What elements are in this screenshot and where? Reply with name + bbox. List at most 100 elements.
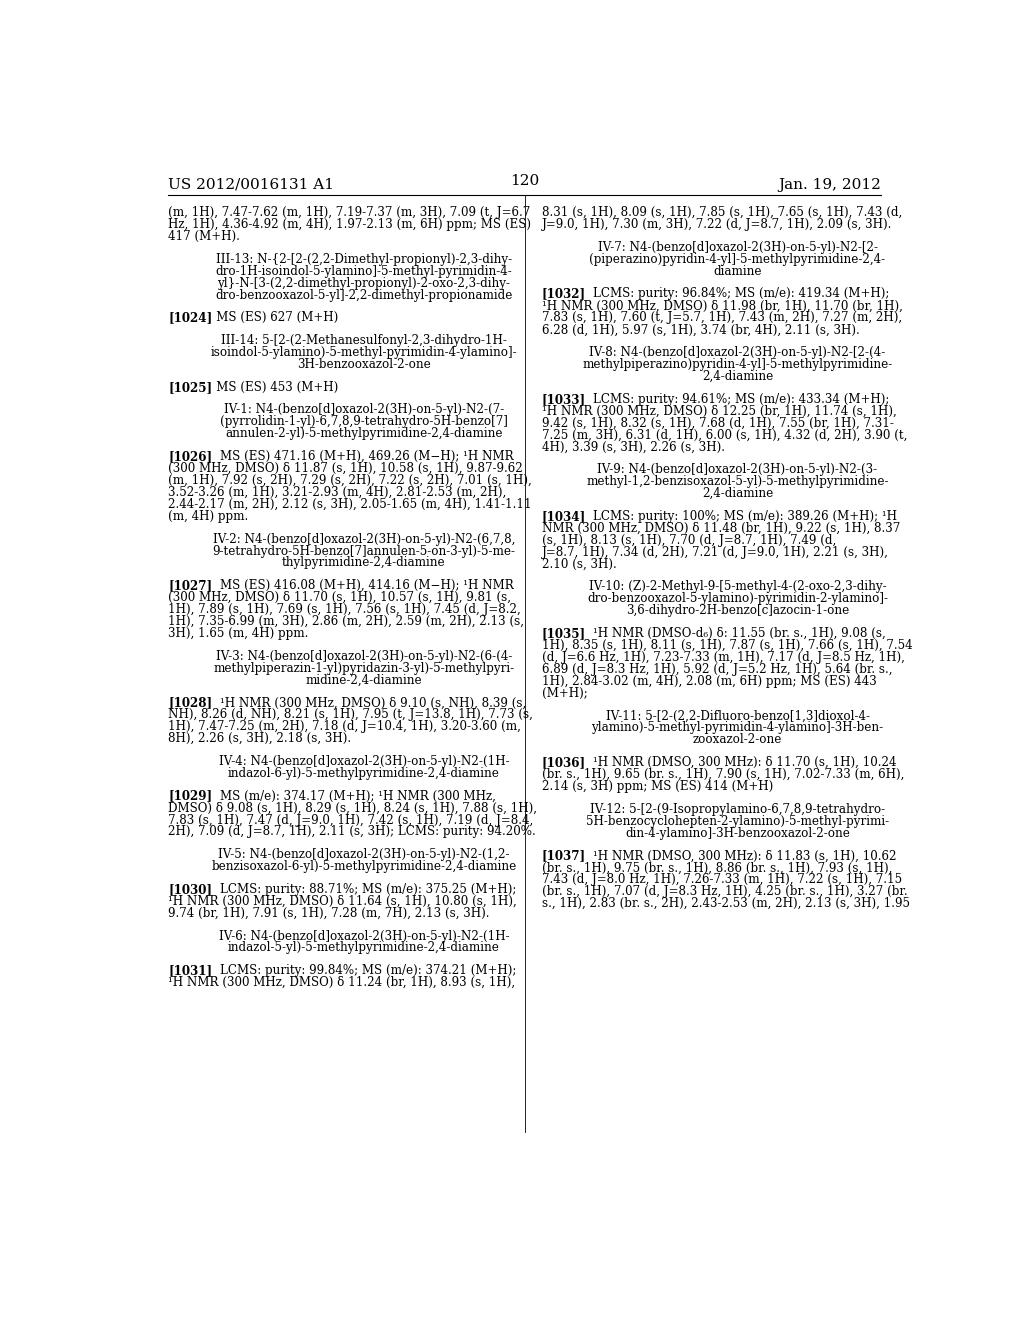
Text: 2.14 (s, 3H) ppm; MS (ES) 414 (M+H): 2.14 (s, 3H) ppm; MS (ES) 414 (M+H): [542, 780, 773, 793]
Text: 1H), 7.35-6.99 (m, 3H), 2.86 (m, 2H), 2.59 (m, 2H), 2.13 (s,: 1H), 7.35-6.99 (m, 3H), 2.86 (m, 2H), 2.…: [168, 615, 524, 628]
Text: DMSO) δ 9.08 (s, 1H), 8.29 (s, 1H), 8.24 (s, 1H), 7.88 (s, 1H),: DMSO) δ 9.08 (s, 1H), 8.29 (s, 1H), 8.24…: [168, 801, 538, 814]
Text: ¹H NMR (300 MHz, DMSO) δ 12.25 (br, 1H), 11.74 (s, 1H),: ¹H NMR (300 MHz, DMSO) δ 12.25 (br, 1H),…: [542, 405, 897, 417]
Text: III-13: N-{2-[2-(2,2-Dimethyl-propionyl)-2,3-dihy-: III-13: N-{2-[2-(2,2-Dimethyl-propionyl)…: [216, 252, 512, 265]
Text: NH), 8.26 (d, NH), 8.21 (s, 1H), 7.95 (t, J=13.8, 1H), 7.73 (s,: NH), 8.26 (d, NH), 8.21 (s, 1H), 7.95 (t…: [168, 709, 534, 721]
Text: (br. s., 1H), 9.65 (br. s., 1H), 7.90 (s, 1H), 7.02-7.33 (m, 6H),: (br. s., 1H), 9.65 (br. s., 1H), 7.90 (s…: [542, 768, 904, 781]
Text: [1036]: [1036]: [542, 756, 586, 770]
Text: annulen-2-yl)-5-methylpyrimidine-2,4-diamine: annulen-2-yl)-5-methylpyrimidine-2,4-dia…: [225, 428, 503, 441]
Text: (br. s., 1H), 9.75 (br. s., 1H), 8.86 (br. s., 1H), 7.93 (s, 1H),: (br. s., 1H), 9.75 (br. s., 1H), 8.86 (b…: [542, 862, 892, 874]
Text: 2H), 7.09 (d, J=8.7, 1H), 2.11 (s, 3H); LCMS: purity: 94.20%.: 2H), 7.09 (d, J=8.7, 1H), 2.11 (s, 3H); …: [168, 825, 536, 838]
Text: IV-4: N4-(benzo[d]oxazol-2(3H)-on-5-yl)-N2-(1H-: IV-4: N4-(benzo[d]oxazol-2(3H)-on-5-yl)-…: [219, 755, 509, 768]
Text: MS (ES) 471.16 (M+H), 469.26 (M−H); ¹H NMR: MS (ES) 471.16 (M+H), 469.26 (M−H); ¹H N…: [205, 450, 513, 463]
Text: MS (ES) 627 (M+H): MS (ES) 627 (M+H): [205, 312, 338, 325]
Text: 2,4-diamine: 2,4-diamine: [701, 370, 773, 383]
Text: methylpiperazin-1-yl)pyridazin-3-yl)-5-methylpyri-: methylpiperazin-1-yl)pyridazin-3-yl)-5-m…: [213, 661, 514, 675]
Text: (br. s., 1H), 7.07 (d, J=8.3 Hz, 1H), 4.25 (br. s., 1H), 3.27 (br.: (br. s., 1H), 7.07 (d, J=8.3 Hz, 1H), 4.…: [542, 886, 907, 899]
Text: IV-11: 5-[2-(2,2-Difluoro-benzo[1,3]dioxol-4-: IV-11: 5-[2-(2,2-Difluoro-benzo[1,3]diox…: [605, 710, 869, 722]
Text: midine-2,4-diamine: midine-2,4-diamine: [306, 673, 422, 686]
Text: din-4-ylamino]-3H-benzooxazol-2-one: din-4-ylamino]-3H-benzooxazol-2-one: [625, 826, 850, 840]
Text: methyl-1,2-benzisoxazol-5-yl)-5-methylpyrimidine-: methyl-1,2-benzisoxazol-5-yl)-5-methylpy…: [587, 475, 889, 488]
Text: ¹H NMR (DMSO, 300 MHz): δ 11.70 (s, 1H), 10.24: ¹H NMR (DMSO, 300 MHz): δ 11.70 (s, 1H),…: [579, 756, 897, 770]
Text: [1029]: [1029]: [168, 789, 212, 803]
Text: 120: 120: [510, 174, 540, 187]
Text: (300 MHz, DMSO) δ 11.87 (s, 1H), 10.58 (s, 1H), 9.87-9.62: (300 MHz, DMSO) δ 11.87 (s, 1H), 10.58 (…: [168, 462, 523, 475]
Text: 3,6-dihydro-2H-benzo[c]azocin-1-one: 3,6-dihydro-2H-benzo[c]azocin-1-one: [626, 605, 849, 618]
Text: LCMS: purity: 94.61%; MS (m/e): 433.34 (M+H);: LCMS: purity: 94.61%; MS (m/e): 433.34 (…: [579, 392, 890, 405]
Text: US 2012/0016131 A1: US 2012/0016131 A1: [168, 178, 334, 191]
Text: LCMS: purity: 96.84%; MS (m/e): 419.34 (M+H);: LCMS: purity: 96.84%; MS (m/e): 419.34 (…: [579, 288, 890, 301]
Text: IV-7: N4-(benzo[d]oxazol-2(3H)-on-5-yl)-N2-[2-: IV-7: N4-(benzo[d]oxazol-2(3H)-on-5-yl)-…: [598, 240, 878, 253]
Text: (m, 1H), 7.92 (s, 2H), 7.29 (s, 2H), 7.22 (s, 2H), 7.01 (s, 1H),: (m, 1H), 7.92 (s, 2H), 7.29 (s, 2H), 7.2…: [168, 474, 532, 487]
Text: 1H), 2.84-3.02 (m, 4H), 2.08 (m, 6H) ppm; MS (ES) 443: 1H), 2.84-3.02 (m, 4H), 2.08 (m, 6H) ppm…: [542, 675, 877, 688]
Text: 3H-benzooxazol-2-one: 3H-benzooxazol-2-one: [297, 358, 431, 371]
Text: NMR (300 MHz, DMSO) δ 11.48 (br, 1H), 9.22 (s, 1H), 8.37: NMR (300 MHz, DMSO) δ 11.48 (br, 1H), 9.…: [542, 521, 900, 535]
Text: MS (m/e): 374.17 (M+H); ¹H NMR (300 MHz,: MS (m/e): 374.17 (M+H); ¹H NMR (300 MHz,: [205, 789, 496, 803]
Text: methylpiperazino)pyridin-4-yl]-5-methylpyrimidine-: methylpiperazino)pyridin-4-yl]-5-methylp…: [583, 358, 893, 371]
Text: LCMS: purity: 100%; MS (m/e): 389.26 (M+H); ¹H: LCMS: purity: 100%; MS (m/e): 389.26 (M+…: [579, 510, 897, 523]
Text: (s, 1H), 8.13 (s, 1H), 7.70 (d, J=8.7, 1H), 7.49 (d,: (s, 1H), 8.13 (s, 1H), 7.70 (d, J=8.7, 1…: [542, 533, 837, 546]
Text: 9-tetrahydro-5H-benzo[7]annulen-5-on-3-yl)-5-me-: 9-tetrahydro-5H-benzo[7]annulen-5-on-3-y…: [213, 545, 515, 557]
Text: [1028]: [1028]: [168, 697, 212, 709]
Text: IV-10: (Z)-2-Methyl-9-[5-methyl-4-(2-oxo-2,3-dihy-: IV-10: (Z)-2-Methyl-9-[5-methyl-4-(2-oxo…: [589, 581, 887, 594]
Text: diamine: diamine: [714, 265, 762, 277]
Text: 7.25 (m, 3H), 6.31 (d, 1H), 6.00 (s, 1H), 4.32 (d, 2H), 3.90 (t,: 7.25 (m, 3H), 6.31 (d, 1H), 6.00 (s, 1H)…: [542, 429, 907, 441]
Text: IV-9: N4-(benzo[d]oxazol-2(3H)-on-5-yl)-N2-(3-: IV-9: N4-(benzo[d]oxazol-2(3H)-on-5-yl)-…: [597, 463, 878, 477]
Text: IV-6: N4-(benzo[d]oxazol-2(3H)-on-5-yl)-N2-(1H-: IV-6: N4-(benzo[d]oxazol-2(3H)-on-5-yl)-…: [219, 929, 509, 942]
Text: (M+H);: (M+H);: [542, 686, 588, 700]
Text: ¹H NMR (DMSO, 300 MHz): δ 11.83 (s, 1H), 10.62: ¹H NMR (DMSO, 300 MHz): δ 11.83 (s, 1H),…: [579, 849, 897, 862]
Text: 5H-benzocyclohepten-2-ylamino)-5-methyl-pyrimi-: 5H-benzocyclohepten-2-ylamino)-5-methyl-…: [586, 814, 889, 828]
Text: [1033]: [1033]: [542, 392, 586, 405]
Text: 3.52-3.26 (m, 1H), 3.21-2.93 (m, 4H), 2.81-2.53 (m, 2H),: 3.52-3.26 (m, 1H), 3.21-2.93 (m, 4H), 2.…: [168, 486, 507, 499]
Text: indazol-5-yl)-5-methylpyrimidine-2,4-diamine: indazol-5-yl)-5-methylpyrimidine-2,4-dia…: [228, 941, 500, 954]
Text: (piperazino)pyridin-4-yl]-5-methylpyrimidine-2,4-: (piperazino)pyridin-4-yl]-5-methylpyrimi…: [590, 252, 886, 265]
Text: [1024]: [1024]: [168, 312, 213, 325]
Text: isoindol-5-ylamino)-5-methyl-pyrimidin-4-ylamino]-: isoindol-5-ylamino)-5-methyl-pyrimidin-4…: [211, 346, 517, 359]
Text: LCMS: purity: 99.84%; MS (m/e): 374.21 (M+H);: LCMS: purity: 99.84%; MS (m/e): 374.21 (…: [205, 964, 516, 977]
Text: [1034]: [1034]: [542, 510, 586, 523]
Text: 3H), 1.65 (m, 4H) ppm.: 3H), 1.65 (m, 4H) ppm.: [168, 627, 308, 640]
Text: IV-8: N4-(benzo[d]oxazol-2(3H)-on-5-yl)-N2-[2-(4-: IV-8: N4-(benzo[d]oxazol-2(3H)-on-5-yl)-…: [590, 346, 886, 359]
Text: 2,4-diamine: 2,4-diamine: [701, 487, 773, 500]
Text: [1027]: [1027]: [168, 579, 212, 593]
Text: IV-1: N4-(benzo[d]oxazol-2(3H)-on-5-yl)-N2-(7-: IV-1: N4-(benzo[d]oxazol-2(3H)-on-5-yl)-…: [224, 404, 504, 416]
Text: ¹H NMR (300 MHz, DMSO) δ 9.10 (s, NH), 8.39 (s,: ¹H NMR (300 MHz, DMSO) δ 9.10 (s, NH), 8…: [205, 697, 526, 709]
Text: (pyrrolidin-1-yl)-6,7,8,9-tetrahydro-5H-benzo[7]: (pyrrolidin-1-yl)-6,7,8,9-tetrahydro-5H-…: [220, 416, 508, 429]
Text: 8.31 (s, 1H), 8.09 (s, 1H), 7.85 (s, 1H), 7.65 (s, 1H), 7.43 (d,: 8.31 (s, 1H), 8.09 (s, 1H), 7.85 (s, 1H)…: [542, 206, 902, 219]
Text: 1H), 7.47-7.25 (m, 2H), 7.18 (d, J=10.4, 1H), 3.20-3.60 (m,: 1H), 7.47-7.25 (m, 2H), 7.18 (d, J=10.4,…: [168, 721, 521, 734]
Text: ¹H NMR (300 MHz, DMSO) δ 11.64 (s, 1H), 10.80 (s, 1H),: ¹H NMR (300 MHz, DMSO) δ 11.64 (s, 1H), …: [168, 895, 517, 908]
Text: s., 1H), 2.83 (br. s., 2H), 2.43-2.53 (m, 2H), 2.13 (s, 3H), 1.95: s., 1H), 2.83 (br. s., 2H), 2.43-2.53 (m…: [542, 898, 910, 911]
Text: IV-2: N4-(benzo[d]oxazol-2(3H)-on-5-yl)-N2-(6,7,8,: IV-2: N4-(benzo[d]oxazol-2(3H)-on-5-yl)-…: [213, 532, 515, 545]
Text: 2.10 (s, 3H).: 2.10 (s, 3H).: [542, 557, 616, 570]
Text: (300 MHz, DMSO) δ 11.70 (s, 1H), 10.57 (s, 1H), 9.81 (s,: (300 MHz, DMSO) δ 11.70 (s, 1H), 10.57 (…: [168, 591, 511, 605]
Text: 2.44-2.17 (m, 2H), 2.12 (s, 3H), 2.05-1.65 (m, 4H), 1.41-1.11: 2.44-2.17 (m, 2H), 2.12 (s, 3H), 2.05-1.…: [168, 498, 531, 511]
Text: Hz, 1H), 4.36-4.92 (m, 4H), 1.97-2.13 (m, 6H) ppm; MS (ES): Hz, 1H), 4.36-4.92 (m, 4H), 1.97-2.13 (m…: [168, 218, 531, 231]
Text: 7.83 (s, 1H), 7.47 (d, J=9.0, 1H), 7.42 (s, 1H), 7.19 (d, J=8.4,: 7.83 (s, 1H), 7.47 (d, J=9.0, 1H), 7.42 …: [168, 813, 534, 826]
Text: [1025]: [1025]: [168, 380, 212, 393]
Text: (d, J=6.6 Hz, 1H), 7.23-7.33 (m, 1H), 7.17 (d, J=8.5 Hz, 1H),: (d, J=6.6 Hz, 1H), 7.23-7.33 (m, 1H), 7.…: [542, 651, 905, 664]
Text: (m, 1H), 7.47-7.62 (m, 1H), 7.19-7.37 (m, 3H), 7.09 (t, J=6.7: (m, 1H), 7.47-7.62 (m, 1H), 7.19-7.37 (m…: [168, 206, 530, 219]
Text: (m, 4H) ppm.: (m, 4H) ppm.: [168, 510, 249, 523]
Text: ¹H NMR (300 MHz, DMSO) δ 11.24 (br, 1H), 8.93 (s, 1H),: ¹H NMR (300 MHz, DMSO) δ 11.24 (br, 1H),…: [168, 975, 515, 989]
Text: 1H), 8.35 (s, 1H), 8.11 (s, 1H), 7.87 (s, 1H), 7.66 (s, 1H), 7.54: 1H), 8.35 (s, 1H), 8.11 (s, 1H), 7.87 (s…: [542, 639, 912, 652]
Text: [1031]: [1031]: [168, 964, 212, 977]
Text: ylamino)-5-methyl-pyrimidin-4-ylamino]-3H-ben-: ylamino)-5-methyl-pyrimidin-4-ylamino]-3…: [592, 722, 884, 734]
Text: 7.43 (d, J=8.0 Hz, 1H), 7.26-7.33 (m, 1H), 7.22 (s, 1H), 7.15: 7.43 (d, J=8.0 Hz, 1H), 7.26-7.33 (m, 1H…: [542, 874, 902, 886]
Text: J=9.0, 1H), 7.30 (m, 3H), 7.22 (d, J=8.7, 1H), 2.09 (s, 3H).: J=9.0, 1H), 7.30 (m, 3H), 7.22 (d, J=8.7…: [542, 218, 892, 231]
Text: MS (ES) 416.08 (M+H), 414.16 (M−H); ¹H NMR: MS (ES) 416.08 (M+H), 414.16 (M−H); ¹H N…: [205, 579, 513, 593]
Text: ¹H NMR (DMSO-d₆) δ: 11.55 (br. s., 1H), 9.08 (s,: ¹H NMR (DMSO-d₆) δ: 11.55 (br. s., 1H), …: [579, 627, 886, 640]
Text: J=8.7, 1H), 7.34 (d, 2H), 7.21 (d, J=9.0, 1H), 2.21 (s, 3H),: J=8.7, 1H), 7.34 (d, 2H), 7.21 (d, J=9.0…: [542, 545, 889, 558]
Text: ¹H NMR (300 MHz, DMSO) δ 11.98 (br, 1H), 11.70 (br, 1H),: ¹H NMR (300 MHz, DMSO) δ 11.98 (br, 1H),…: [542, 300, 903, 313]
Text: 9.42 (s, 1H), 8.32 (s, 1H), 7.68 (d, 1H), 7.55 (br, 1H), 7.31-: 9.42 (s, 1H), 8.32 (s, 1H), 7.68 (d, 1H)…: [542, 417, 894, 429]
Text: [1030]: [1030]: [168, 883, 212, 896]
Text: 4H), 3.39 (s, 3H), 2.26 (s, 3H).: 4H), 3.39 (s, 3H), 2.26 (s, 3H).: [542, 441, 725, 454]
Text: IV-5: N4-(benzo[d]oxazol-2(3H)-on-5-yl)-N2-(1,2-: IV-5: N4-(benzo[d]oxazol-2(3H)-on-5-yl)-…: [218, 849, 510, 861]
Text: 9.74 (br, 1H), 7.91 (s, 1H), 7.28 (m, 7H), 2.13 (s, 3H).: 9.74 (br, 1H), 7.91 (s, 1H), 7.28 (m, 7H…: [168, 907, 489, 920]
Text: 7.83 (s, 1H), 7.60 (t, J=5.7, 1H), 7.43 (m, 2H), 7.27 (m, 2H),: 7.83 (s, 1H), 7.60 (t, J=5.7, 1H), 7.43 …: [542, 312, 902, 325]
Text: LCMS: purity: 88.71%; MS (m/e): 375.25 (M+H);: LCMS: purity: 88.71%; MS (m/e): 375.25 (…: [205, 883, 516, 896]
Text: 8H), 2.26 (s, 3H), 2.18 (s, 3H).: 8H), 2.26 (s, 3H), 2.18 (s, 3H).: [168, 733, 351, 746]
Text: dro-benzooxazol-5-yl]-2,2-dimethyl-propionamide: dro-benzooxazol-5-yl]-2,2-dimethyl-propi…: [215, 289, 513, 302]
Text: 6.89 (d, J=8.3 Hz, 1H), 5.92 (d, J=5.2 Hz, 1H), 5.64 (br. s.,: 6.89 (d, J=8.3 Hz, 1H), 5.92 (d, J=5.2 H…: [542, 663, 892, 676]
Text: dro-1H-isoindol-5-ylamino]-5-methyl-pyrimidin-4-: dro-1H-isoindol-5-ylamino]-5-methyl-pyri…: [216, 265, 512, 277]
Text: IV-3: N4-(benzo[d]oxazol-2(3H)-on-5-yl)-N2-(6-(4-: IV-3: N4-(benzo[d]oxazol-2(3H)-on-5-yl)-…: [216, 649, 512, 663]
Text: 1H), 7.89 (s, 1H), 7.69 (s, 1H), 7.56 (s, 1H), 7.45 (d, J=8.2,: 1H), 7.89 (s, 1H), 7.69 (s, 1H), 7.56 (s…: [168, 603, 521, 616]
